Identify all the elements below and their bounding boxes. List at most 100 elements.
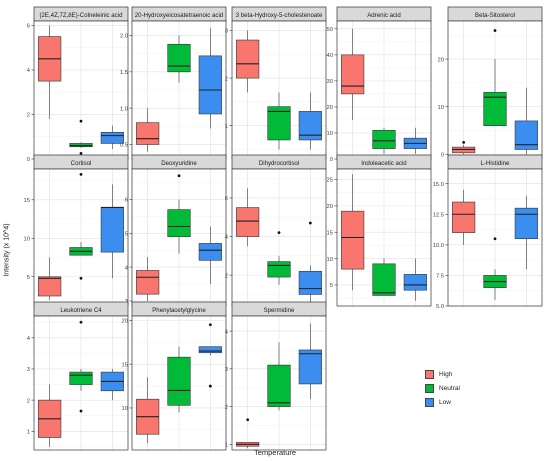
facet-title-cortisol: Cortisol [71,160,92,167]
facet-title-l-histidine: L-Histidine [481,160,510,167]
y-tick-label: 2 [225,273,228,279]
outlier-neutral [79,152,83,155]
panel-border-phenylacetylglycine [131,315,227,451]
facet-title-deoxyuridine: Deoxyuridine [161,160,197,167]
y-tick-label: 4 [225,235,229,241]
y-tick-label: 40 [327,53,333,59]
facet-title-adrenic-acid: Adrenic acid [367,12,401,19]
facet-title-indoleacetic-acid: Indoleacetic acid [361,160,406,167]
y-tick-label: 15 [327,230,333,236]
y-tick-label: 0.5 [120,143,128,149]
y-tick-label: 6 [125,198,128,204]
outlier-neutral [177,174,181,178]
box-high [38,276,62,297]
y-tick-label: 15 [24,198,30,204]
box-neutral [267,106,291,141]
y-tick-label: 1.0 [120,106,128,112]
legend-label-low: Low [439,398,451,406]
outlier-neutral [79,320,83,324]
y-tick-label: 5.0 [436,304,444,310]
y-tick-label: 6 [225,196,228,202]
y-tick-label: 30 [327,79,333,85]
facet-title-dihydrocortisol: Dihydrocortisol [259,160,299,167]
y-tick-label: 0 [441,152,444,158]
outlier-neutral [79,276,83,280]
y-tick-label: 10 [438,105,444,111]
box-high [452,201,476,233]
legend-key-neutral [425,383,434,393]
box-low [514,207,538,240]
box-neutral [267,364,291,407]
y-tick-label: 3 [27,367,30,373]
y-tick-label: 5 [125,231,128,237]
y-tick-label: 0 [330,157,333,163]
y-tick-label: 15.0 [433,182,444,188]
outlier-high [246,418,250,422]
legend-item-neutral: Neutral [425,381,485,395]
facet-title-phenylacetylglycine: Phenylacetylglycine [152,307,206,314]
box-high [136,270,160,295]
y-tick-label: 1.5 [120,70,128,76]
y-tick-label: 10 [122,406,128,412]
y-tick-label: 2 [225,405,228,411]
outlier-neutral [493,29,497,32]
y-tick-label: 3 [225,29,228,35]
y-tick-label: 4 [27,68,31,74]
legend-item-high: High [425,367,485,381]
y-tick-label: 20 [122,319,128,325]
box-high [341,54,365,95]
y-tick-label: 5 [27,275,30,281]
box-neutral [372,130,396,149]
facet-title-spermidine: Spermidine [264,307,295,314]
y-tick-label: 20 [327,105,333,111]
x-axis-label: Temperature [253,448,297,457]
y-tick-label: 12.5 [433,212,444,218]
panel-border-indoleacetic-acid [336,168,432,307]
legend: High Neutral Low [425,367,485,409]
panel-border-l-histidine [447,168,543,307]
panel-border-leukotriene-c4 [33,315,129,451]
outlier-low [208,384,212,388]
y-tick-label: 1 [225,443,228,449]
outlier-neutral [493,237,497,241]
legend-label-high: High [439,370,453,378]
box-low [514,120,538,150]
y-tick-label: 2 [27,398,30,404]
box-low [298,349,322,385]
y-tick-label: 3 [225,367,228,373]
box-high [136,122,160,145]
y-tick-label: 5 [330,283,333,289]
outlier-neutral [79,409,83,413]
legend-label-neutral: Neutral [439,384,460,392]
box-neutral [267,261,291,278]
y-tick-label: 20 [327,204,333,210]
legend-key-high [425,369,434,379]
box-low [198,243,222,261]
y-tick-label: 1 [225,124,228,130]
y-axis-label: Intensity (x 10^4) [3,223,11,277]
y-tick-label: 1 [27,430,30,436]
outlier-neutral [277,231,281,235]
facet-title-2e-4z-7z-8e-colneleinic-acid: (2E,4Z,7Z,8E)-Colneleinic acid [40,12,123,19]
box-neutral [167,209,191,237]
y-tick-label: 6 [27,24,30,30]
box-low [298,111,322,141]
box-low [298,270,322,295]
y-tick-label: 2.0 [120,34,128,40]
y-tick-label: 10.0 [433,243,444,249]
box-low [100,207,124,253]
y-tick-label: 25 [327,178,333,184]
box-neutral [167,43,191,73]
legend-key-low [425,397,434,407]
box-neutral [167,356,191,406]
box-low [198,55,222,115]
outlier-low [208,323,212,327]
y-tick-label: 10 [24,236,30,242]
box-low [100,131,124,144]
panel-border-spermidine [231,315,327,451]
facet-title-20-hydroxyeicosatetraenoic-acid: 20-Hydroxyeicosatetraenoic acid [135,12,223,19]
y-tick-label: 50 [327,27,333,33]
y-tick-label: 10 [327,131,333,137]
y-tick-label: 20 [438,57,444,63]
